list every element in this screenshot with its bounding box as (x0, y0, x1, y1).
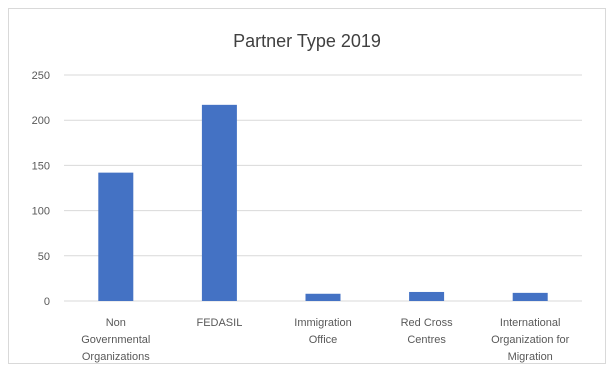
y-tick-label: 50 (38, 251, 50, 263)
x-category-label: Governmental (81, 334, 150, 346)
bar (201, 104, 237, 301)
bar (409, 291, 445, 301)
x-category-label: Non (106, 317, 126, 329)
x-category-label: Immigration (294, 317, 351, 329)
chart-title: Partner Type 2019 (233, 31, 381, 51)
x-category-label: Organization for (491, 334, 570, 346)
bar (305, 293, 341, 301)
bar (98, 172, 134, 301)
y-tick-label: 250 (32, 70, 50, 82)
x-category-label: FEDASIL (196, 317, 242, 329)
x-category-label: Centres (407, 334, 446, 346)
x-category-label: International (500, 317, 561, 329)
y-tick-label: 200 (32, 115, 50, 127)
x-category-label: Office (309, 334, 338, 346)
y-tick-label: 100 (32, 206, 50, 218)
y-tick-label: 0 (44, 296, 50, 308)
y-tick-label: 150 (32, 160, 50, 172)
x-category-label: Organizations (82, 351, 150, 363)
x-category-label: Red Cross (401, 317, 453, 329)
bar (512, 292, 548, 301)
x-category-label: Migration (508, 351, 553, 363)
